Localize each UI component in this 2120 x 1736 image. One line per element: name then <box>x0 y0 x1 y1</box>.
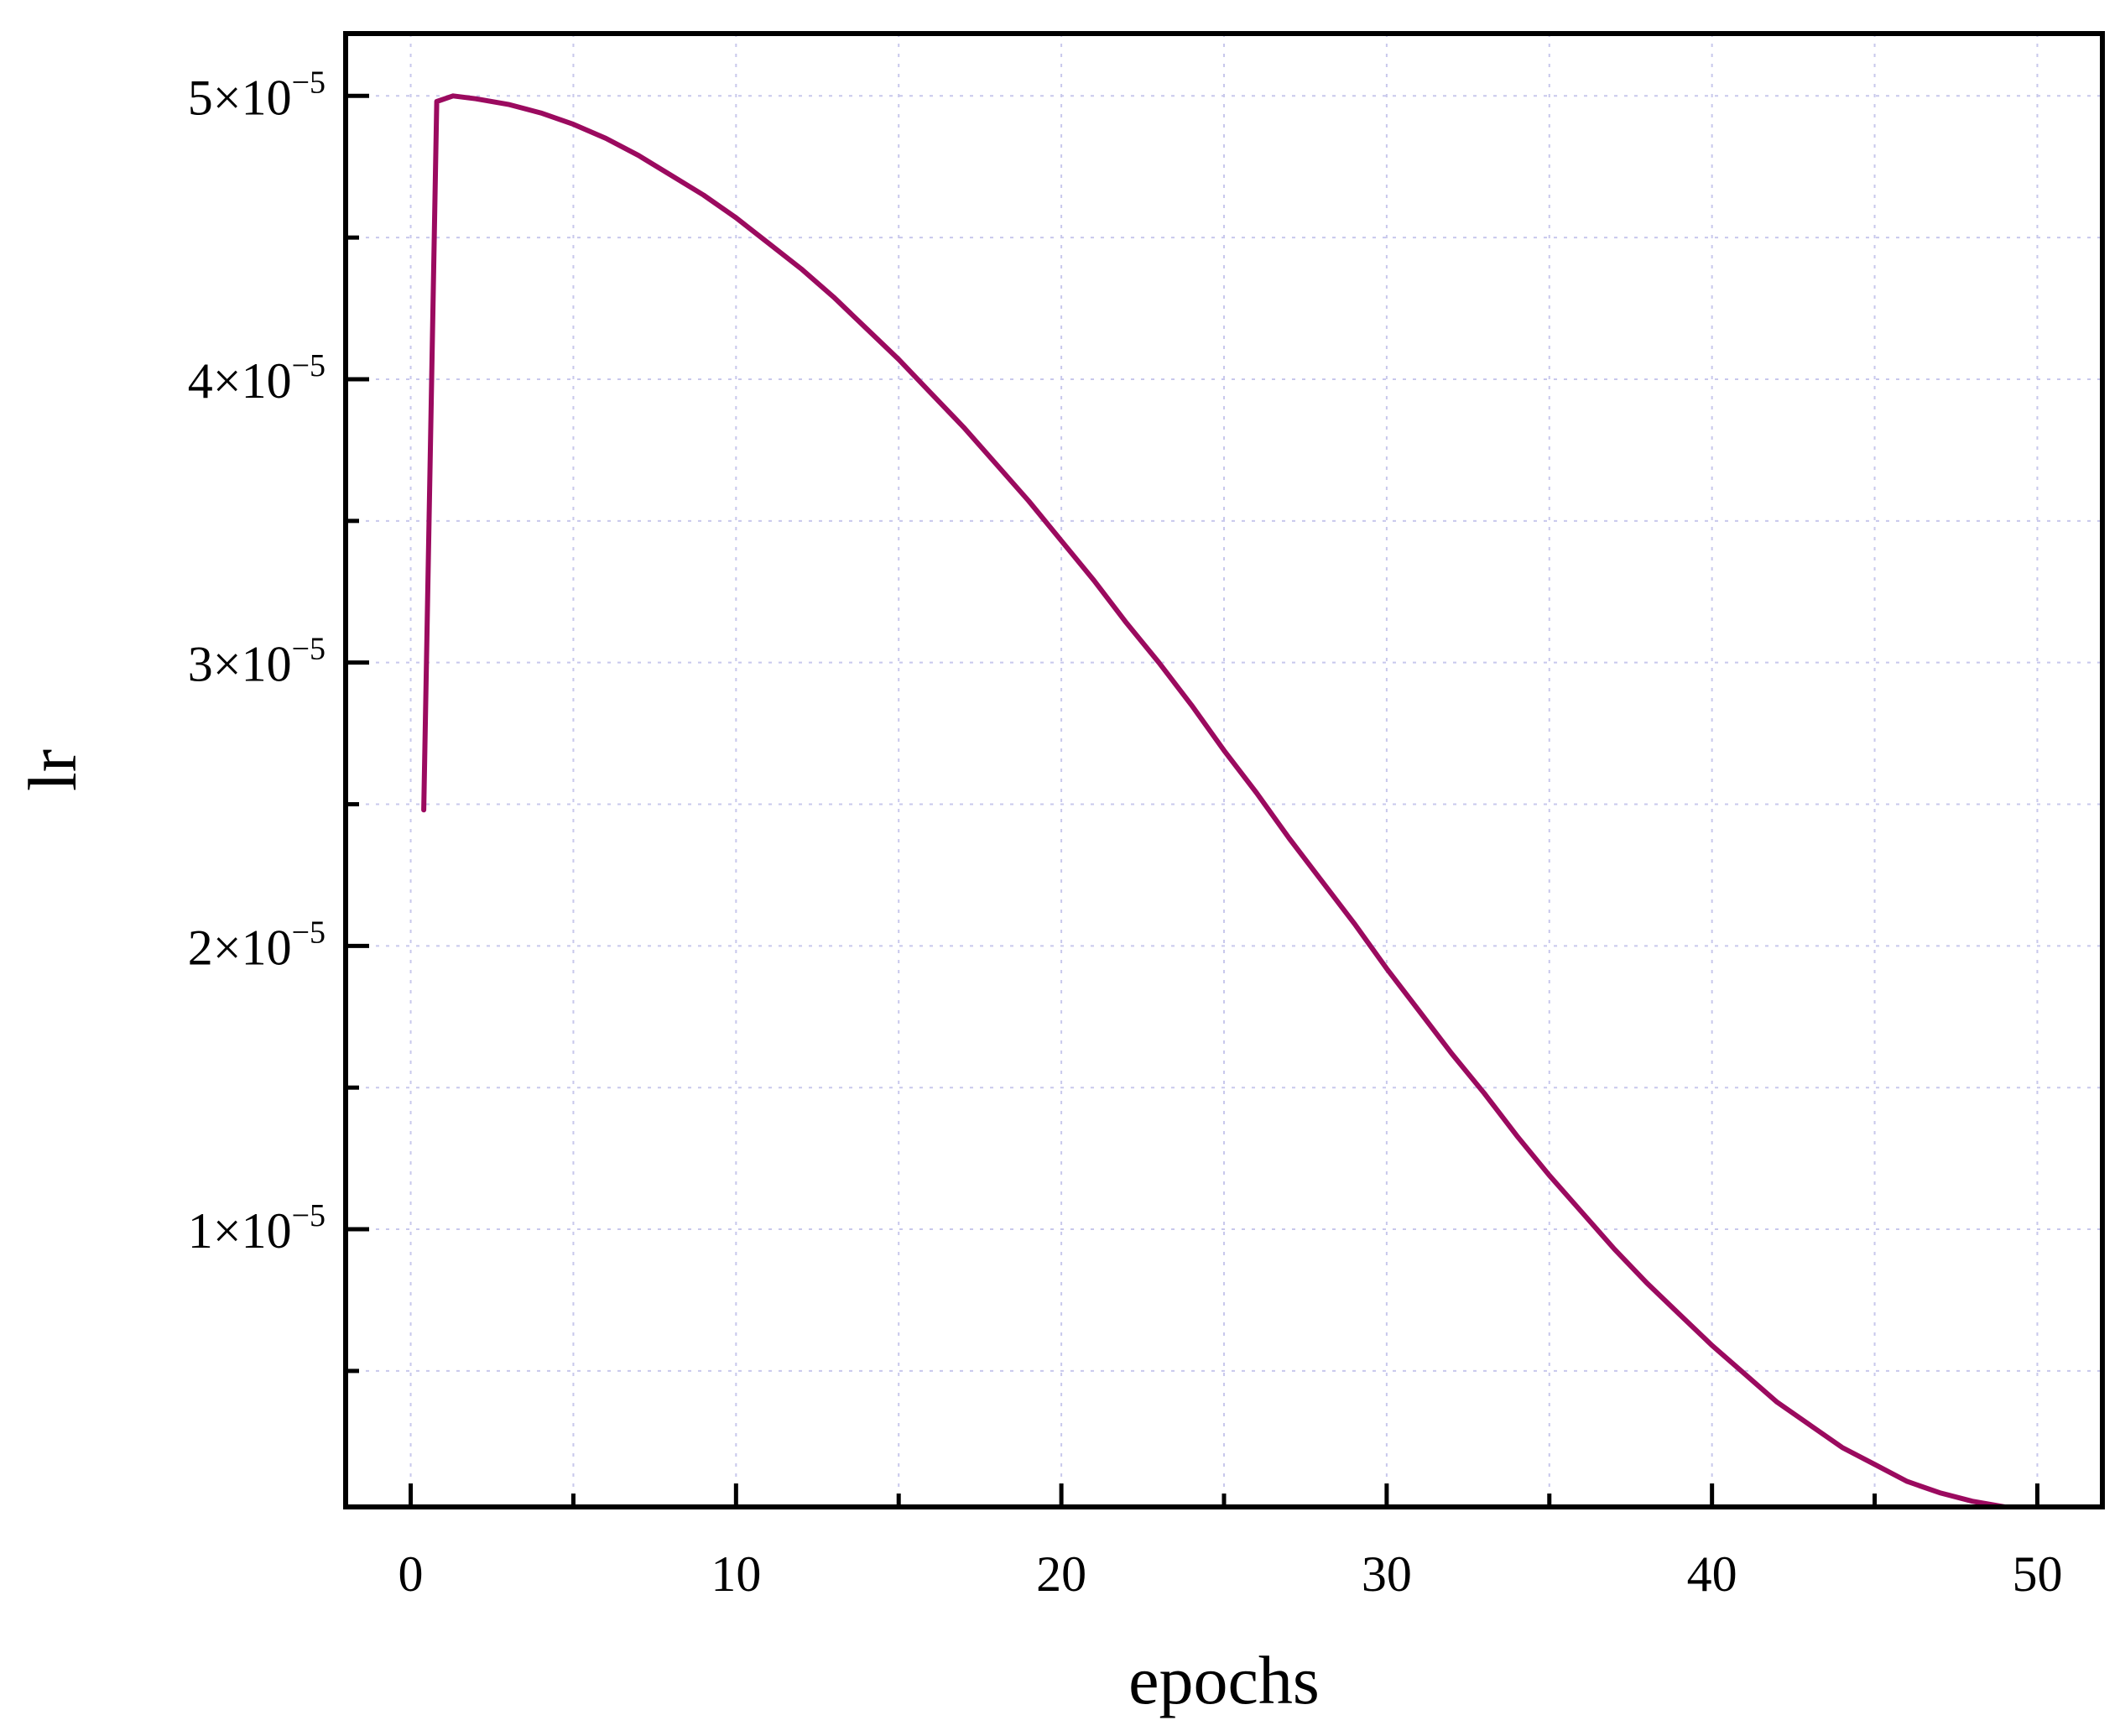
y-axis-title: lr <box>14 749 91 791</box>
tick-labels: 0 10 20 30 40 50 1×10−5 2×10−5 3×10−5 4×10−5 5×10−… <box>188 65 2063 1602</box>
y-tick-label: 1×10−5 <box>188 1198 326 1259</box>
x-tick-label: 40 <box>1687 1546 1737 1602</box>
x-tick-label: 30 <box>1362 1546 1412 1602</box>
x-axis-title: epochs <box>1128 1642 1320 1718</box>
y-tick-label: 4×10−5 <box>188 348 326 409</box>
x-tick-label: 10 <box>711 1546 761 1602</box>
y-tick-label: 3×10−5 <box>188 632 326 692</box>
axis-ticks <box>346 93 2039 1507</box>
x-tick-label: 20 <box>1036 1546 1086 1602</box>
grid-lines <box>346 34 2102 1507</box>
y-tick-label: 5×10−5 <box>188 65 326 125</box>
series-line <box>421 93 2040 1509</box>
x-tick-label: 0 <box>398 1546 424 1602</box>
x-tick-label: 50 <box>2012 1546 2062 1602</box>
y-tick-label: 2×10−5 <box>188 915 326 975</box>
series-layer <box>421 93 2040 1509</box>
